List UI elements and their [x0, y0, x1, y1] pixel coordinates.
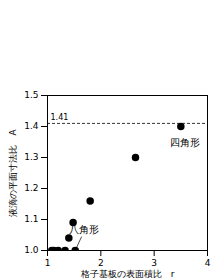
svg-text:4: 4 — [205, 258, 211, 268]
svg-text:四角形: 四角形 — [170, 137, 200, 148]
svg-text:1: 1 — [45, 258, 51, 268]
svg-text:3: 3 — [151, 258, 157, 268]
svg-text:八角形: 八角形 — [69, 224, 99, 235]
svg-text:1.1: 1.1 — [24, 214, 38, 224]
svg-text:1.2: 1.2 — [24, 183, 38, 193]
svg-text:1.41: 1.41 — [51, 113, 69, 122]
svg-text:1.5: 1.5 — [24, 90, 38, 100]
svg-text:1.4: 1.4 — [24, 121, 39, 131]
svg-text:1.0: 1.0 — [24, 245, 39, 255]
svg-text:液滴の平面寸法比 A: 液滴の平面寸法比 A — [8, 129, 18, 217]
svg-text:2: 2 — [98, 258, 104, 268]
svg-text:1.3: 1.3 — [24, 152, 38, 162]
svg-text:格子基板の表面積比 r: 格子基板の表面積比 r — [80, 269, 175, 279]
